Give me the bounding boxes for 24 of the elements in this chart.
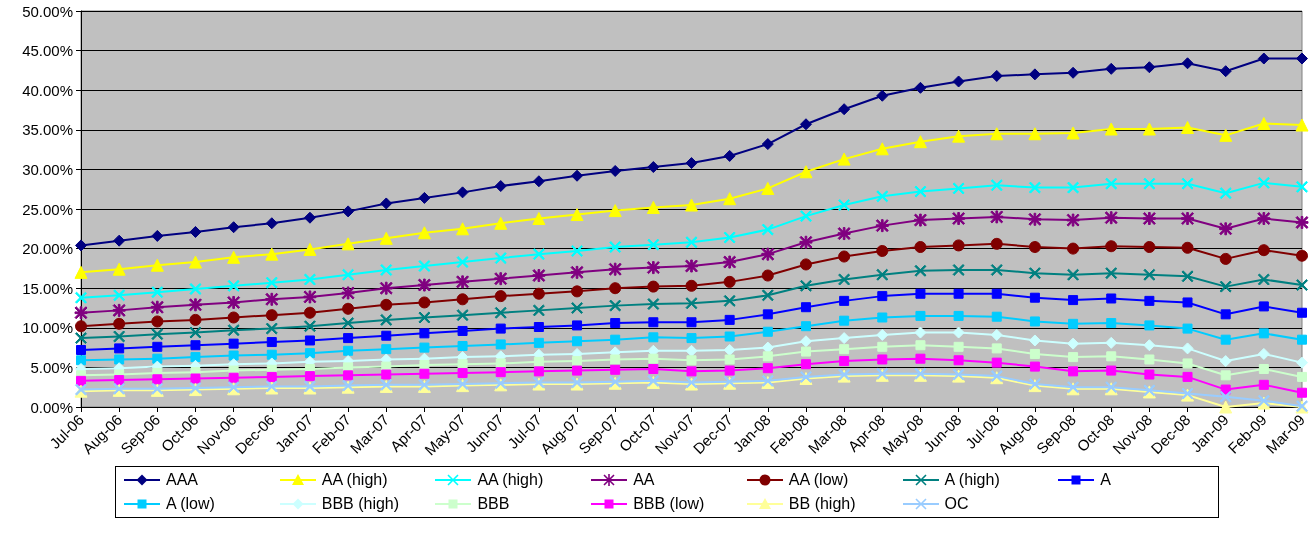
legend-label: BBB (low) [633,495,705,513]
y-tick-label: 25.00% [22,200,73,218]
legend-label: BBB [477,495,510,513]
legend-label: A (high) [944,471,1000,489]
legend-label: AA (low) [788,471,849,489]
legend-label: AA [633,471,655,489]
y-tick-label: 0.00% [30,398,73,416]
legend-label: BBB (high) [321,495,400,513]
legend-label: AA (high) [477,471,544,489]
y-tick-label: 5.00% [30,358,73,376]
y-tick-label: 45.00% [22,42,73,60]
legend-label: A [1100,471,1111,489]
y-tick-label: 30.00% [22,160,73,178]
y-tick-label: 40.00% [22,81,73,99]
y-tick-label: 50.00% [22,2,73,20]
legend-label: OC [944,495,969,513]
y-tick-label: 15.00% [22,279,73,297]
legend-label: BB (high) [788,495,856,513]
legend-label: AA (high) [321,471,388,489]
y-tick-label: 35.00% [22,121,73,139]
y-tick-label: 10.00% [22,319,73,337]
legend-label: AAA [166,471,199,489]
y-tick-label: 20.00% [22,240,73,258]
legend-label: A (low) [166,495,215,513]
